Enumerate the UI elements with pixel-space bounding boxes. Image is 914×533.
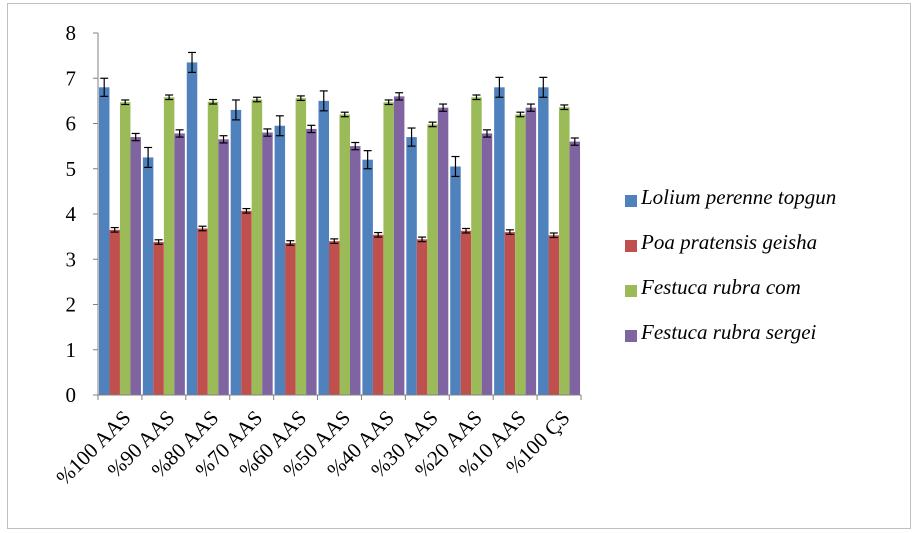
legend-label-festuca-com: Festuca rubra com — [641, 275, 801, 299]
y-tick-label: 2 — [66, 293, 77, 317]
bar — [153, 242, 164, 395]
bar — [251, 99, 263, 395]
legend-swatch-poa — [625, 240, 637, 252]
bar — [427, 124, 438, 395]
legend-label-poa: Poa pratensis geisha — [641, 230, 818, 254]
bar — [130, 137, 141, 395]
bar — [109, 229, 120, 395]
bar — [163, 97, 175, 395]
bar — [437, 107, 449, 395]
bar — [494, 87, 505, 396]
bar — [548, 235, 560, 395]
bar — [274, 125, 286, 395]
bar — [481, 133, 493, 395]
legend-swatch-lolium — [625, 195, 637, 207]
y-tick-label: 3 — [66, 247, 77, 271]
bar — [142, 157, 154, 395]
bar — [525, 107, 537, 395]
legend-swatch-festuca-sergei — [625, 330, 637, 342]
bar — [218, 139, 229, 395]
bar — [393, 96, 405, 395]
bar — [186, 62, 198, 395]
bar — [174, 133, 185, 395]
bar — [559, 107, 570, 396]
bar — [406, 137, 417, 395]
bar — [207, 101, 219, 395]
bar — [98, 87, 110, 396]
bar — [197, 228, 208, 395]
bar — [372, 234, 384, 395]
y-tick-label: 0 — [66, 383, 77, 407]
bar — [285, 242, 296, 395]
y-tick-label: 7 — [66, 66, 77, 90]
bar — [306, 128, 317, 395]
bar — [329, 241, 340, 395]
bar — [241, 210, 252, 395]
y-tick-label: 4 — [66, 202, 77, 226]
y-tick-label: 1 — [66, 338, 77, 362]
bar — [295, 98, 307, 395]
bar — [515, 114, 526, 395]
bar — [350, 146, 361, 395]
bar — [538, 87, 549, 396]
bar — [569, 141, 581, 395]
bar — [362, 159, 373, 395]
y-tick-label: 8 — [66, 21, 77, 45]
bar — [262, 132, 273, 396]
bar — [230, 109, 242, 396]
y-tick-label: 5 — [66, 157, 77, 181]
bar — [460, 230, 472, 395]
y-tick-label: 6 — [66, 112, 77, 136]
bar — [471, 97, 482, 395]
bar — [504, 232, 516, 395]
legend-label-festuca-sergei: Festuca rubra sergei — [641, 320, 817, 344]
bar — [339, 114, 350, 395]
bar — [318, 100, 329, 395]
bar — [119, 102, 131, 396]
bar — [416, 239, 428, 395]
bar — [383, 102, 394, 396]
legend-swatch-festuca-com — [625, 285, 637, 297]
bar — [450, 166, 461, 395]
legend-label-lolium: Lolium perenne topgun — [641, 185, 837, 209]
